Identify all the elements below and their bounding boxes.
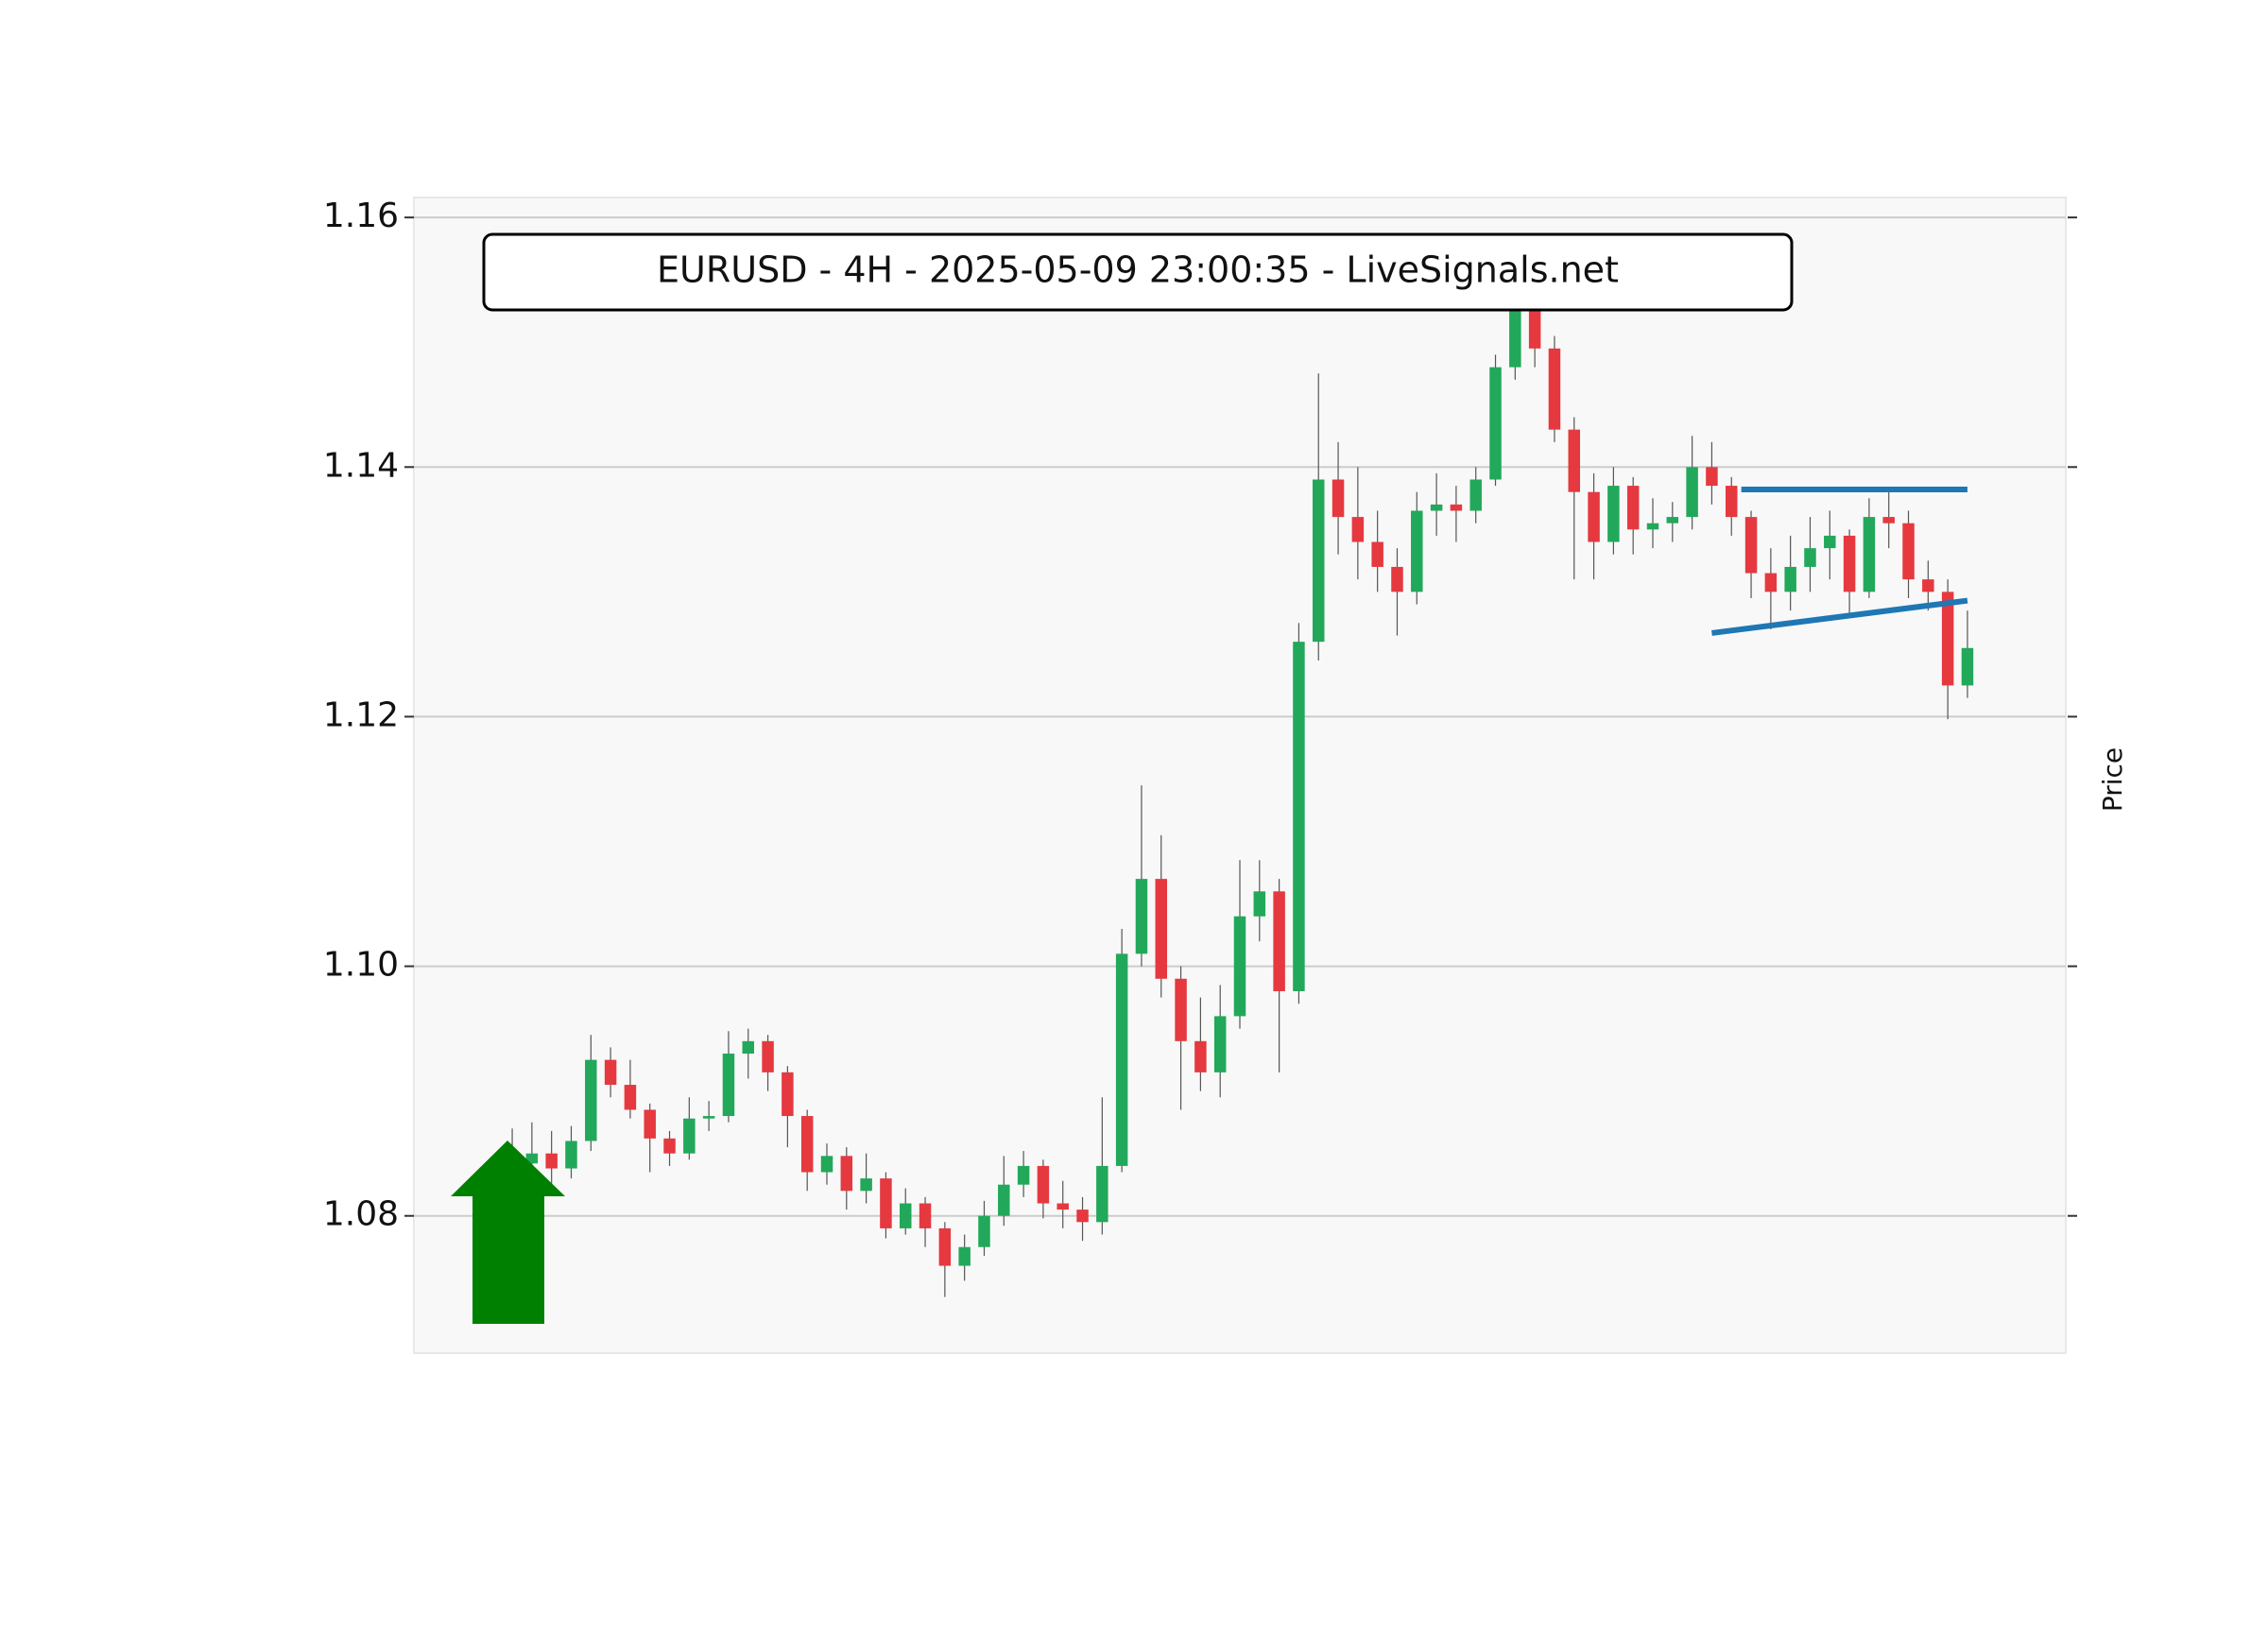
candle-body xyxy=(1076,1210,1089,1223)
candle-body xyxy=(1941,592,1954,686)
candle-body xyxy=(820,1156,833,1173)
candle-body xyxy=(1411,510,1423,592)
candle-body xyxy=(1824,535,1836,549)
candle-body xyxy=(1469,479,1482,511)
plot-area xyxy=(413,197,2067,1354)
candle-body xyxy=(1568,429,1581,492)
candle-body xyxy=(840,1156,853,1192)
candle-body xyxy=(1528,304,1541,349)
candle-body xyxy=(782,1072,794,1117)
candle-body xyxy=(1509,304,1521,368)
candle-body xyxy=(1135,879,1148,954)
candle-body xyxy=(525,1153,539,1164)
candle-body xyxy=(683,1118,696,1154)
candle-body xyxy=(1037,1165,1050,1204)
candle-body xyxy=(1253,891,1266,917)
candle-body xyxy=(1646,523,1659,530)
candle-body xyxy=(1784,566,1796,592)
candle-body xyxy=(1351,517,1365,542)
candle-body xyxy=(1607,486,1620,542)
chart-title: EURUSD - 4H - 2025-05-09 23:00:35 - Live… xyxy=(657,249,1619,291)
y-tick-label: 1.14 xyxy=(323,446,399,485)
candle-body xyxy=(585,1059,597,1141)
buy-arrow xyxy=(451,1141,565,1324)
candle-body xyxy=(1764,573,1778,592)
candle-body xyxy=(545,1153,558,1169)
candle-body xyxy=(1332,479,1345,518)
candle-body xyxy=(1371,541,1383,567)
candle-body xyxy=(958,1246,971,1266)
candle-body xyxy=(919,1203,932,1228)
candle-body xyxy=(880,1178,892,1228)
candle-body xyxy=(1863,517,1876,592)
candle-body xyxy=(1155,879,1168,979)
candle-body xyxy=(722,1054,735,1117)
candle-body xyxy=(1843,535,1856,592)
candle-body xyxy=(1882,517,1895,523)
candle-body xyxy=(1194,1040,1207,1072)
candle-body xyxy=(1588,491,1600,542)
trend-line xyxy=(1711,597,1968,636)
candle-body xyxy=(742,1040,755,1055)
candle-body xyxy=(1273,891,1285,991)
candle-body xyxy=(1233,916,1246,1017)
candle-body xyxy=(1804,548,1816,567)
grid: 1.08 1.10 1.12 1.14 1.16 xyxy=(323,197,2077,1234)
candle-body xyxy=(1489,367,1502,480)
candle-body xyxy=(1706,467,1718,487)
candle-body xyxy=(1175,978,1187,1041)
candle-body xyxy=(1922,579,1934,592)
candle-body xyxy=(644,1109,656,1139)
candle-body xyxy=(1096,1165,1108,1223)
y-tick-label: 1.10 xyxy=(323,946,399,985)
candle-body xyxy=(800,1116,814,1173)
candle-body xyxy=(860,1178,872,1192)
candle-body xyxy=(1391,566,1403,592)
candle-body xyxy=(1744,517,1758,574)
candle-body xyxy=(1115,953,1128,1166)
candle-body xyxy=(604,1059,617,1086)
y-axis-label: Price xyxy=(2097,747,2128,812)
candle-body xyxy=(1902,523,1915,580)
candle-body xyxy=(1017,1165,1030,1185)
candle-body xyxy=(1450,504,1463,511)
candle-body xyxy=(624,1085,637,1110)
y-tick-label: 1.16 xyxy=(323,197,399,235)
candle-body xyxy=(1213,1016,1227,1072)
candle-body xyxy=(1430,504,1443,511)
candle-body xyxy=(565,1141,577,1169)
candle-body xyxy=(1548,348,1561,430)
candles xyxy=(506,266,1974,1297)
y-tick-label: 1.12 xyxy=(323,695,399,734)
candle-body xyxy=(1312,479,1325,643)
candle-body xyxy=(663,1138,676,1154)
candle-body xyxy=(1293,642,1305,991)
candle-body xyxy=(899,1203,912,1228)
candle-body xyxy=(998,1184,1010,1216)
candle-body xyxy=(1057,1203,1069,1210)
candle-body xyxy=(702,1116,715,1119)
candle-body xyxy=(1626,486,1640,530)
candle-body xyxy=(1666,517,1679,523)
candle-body xyxy=(1725,486,1738,518)
candle-body xyxy=(978,1215,990,1247)
candle-body xyxy=(1686,467,1698,518)
candle-body xyxy=(762,1040,774,1072)
y-tick-label: 1.08 xyxy=(323,1195,399,1234)
candle-body xyxy=(938,1227,952,1266)
candle-body xyxy=(1961,647,1974,686)
title-box xyxy=(482,232,1794,312)
